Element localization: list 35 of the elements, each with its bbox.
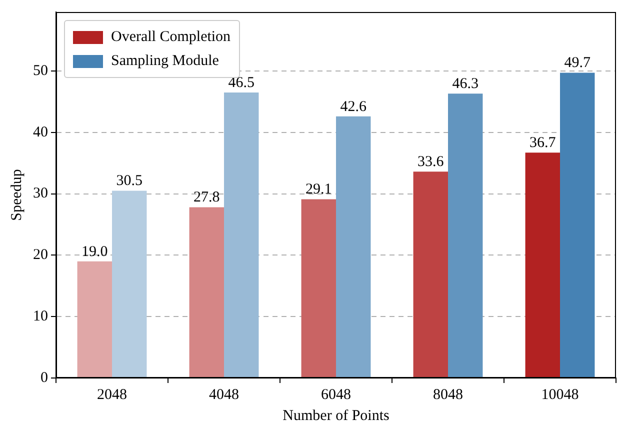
x-tick-label: 8048 [433,386,463,403]
data-label: 46.3 [452,76,478,92]
data-label: 19.0 [82,244,108,260]
data-label: 36.7 [530,135,556,152]
bar [224,92,259,378]
data-label: 29.1 [306,182,332,198]
bar [336,116,371,378]
x-tick-label: 2048 [97,386,127,403]
data-label: 30.5 [116,173,142,190]
bar [448,94,483,378]
data-label: 42.6 [340,98,367,115]
data-label: 46.5 [228,74,254,91]
x-tick-label: 10048 [541,386,579,403]
y-axis-title: Speedup [8,169,25,221]
y-tick-label: 10 [33,308,48,325]
bar [413,172,448,378]
y-tick-label: 20 [33,247,48,264]
x-tick-label: 4048 [209,386,239,403]
x-tick-label: 6048 [321,386,351,403]
data-label: 49.7 [564,55,591,72]
y-tick-label: 50 [33,62,48,79]
bar [189,207,224,378]
y-tick-label: 40 [33,124,48,140]
legend-label: Overall Completion [111,28,231,46]
data-label: 33.6 [418,154,444,170]
y-tick-label: 0 [40,370,48,386]
bar [301,199,336,378]
legend-label: Sampling Module [111,52,219,70]
y-tick-label: 30 [33,186,48,202]
bar [77,261,112,378]
bar [525,152,560,378]
data-label: 27.8 [194,190,220,206]
bar [560,72,595,378]
x-axis-title: Number of Points [282,408,390,424]
bar [112,190,147,378]
